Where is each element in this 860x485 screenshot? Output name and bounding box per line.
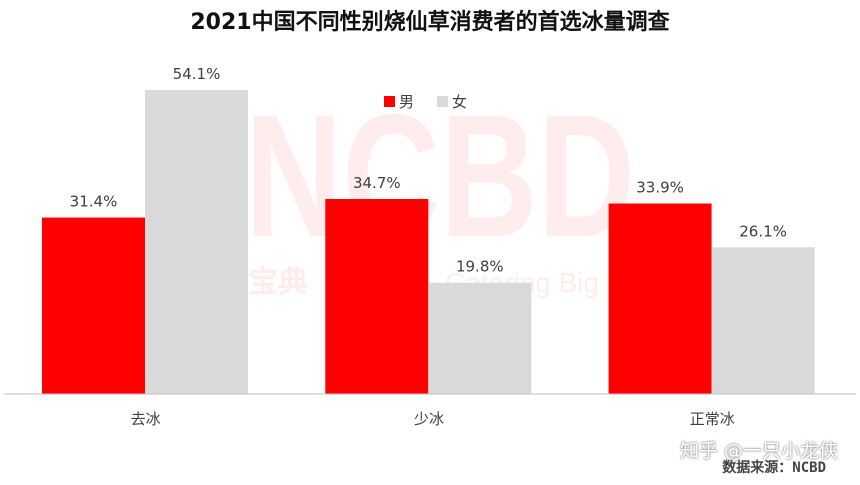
x-axis-tick-labels: 去冰 少冰 正常冰 (131, 410, 735, 428)
bar-女-正常冰 (711, 247, 815, 394)
watermark-logo: NCBD (245, 79, 635, 274)
bar-男-少冰 (325, 199, 429, 394)
x-tick-label: 正常冰 (690, 410, 735, 428)
source-note: 数据来源：NCBD (722, 460, 826, 476)
platform-watermark: 知乎 @一只小龙侠 (679, 440, 838, 462)
x-tick-label: 去冰 (131, 410, 161, 428)
legend-swatch (437, 96, 448, 107)
bars (42, 90, 815, 394)
legend-label: 男 (399, 93, 414, 111)
data-label: 34.7% (353, 174, 401, 192)
legend-swatch (384, 96, 395, 107)
chart-title: 2021中国不同性别烧仙草消费者的首选冰量调查 (190, 10, 670, 35)
data-label: 26.1% (739, 222, 787, 240)
legend-label: 女 (452, 93, 467, 111)
watermark-cn-text: 宝典 (248, 265, 308, 300)
legend: 男女 (384, 93, 467, 111)
data-labels: 31.4% 54.1% 34.7% 19.8% 33.9% 26.1% (70, 65, 787, 276)
bar-男-正常冰 (608, 203, 712, 394)
data-label: 33.9% (636, 179, 684, 197)
data-label: 54.1% (173, 65, 221, 83)
bar-男-去冰 (42, 217, 145, 394)
bar-女-少冰 (428, 282, 532, 394)
x-tick-label: 少冰 (414, 410, 444, 428)
bar-女-去冰 (145, 90, 248, 394)
data-label: 31.4% (70, 193, 118, 211)
data-label: 19.8% (456, 258, 504, 276)
